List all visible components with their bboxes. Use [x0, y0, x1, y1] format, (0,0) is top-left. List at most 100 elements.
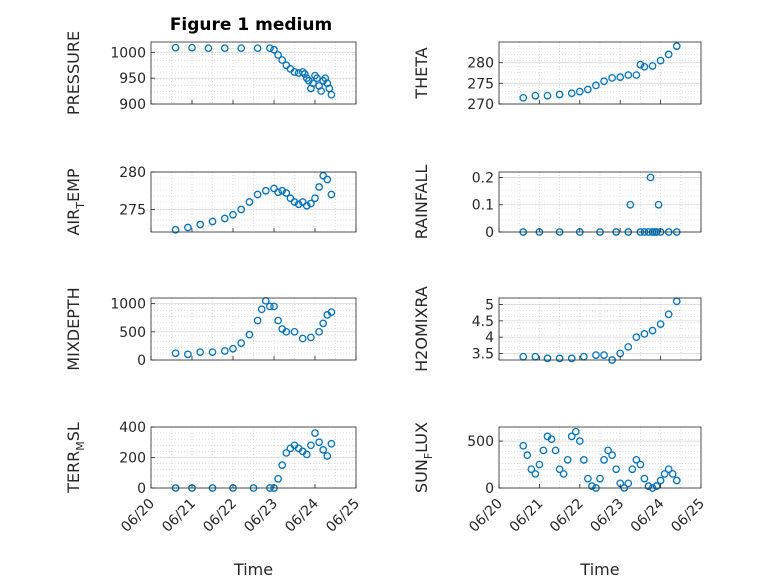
data-point: [253, 316, 262, 325]
data-point: [563, 455, 572, 464]
data-point: [600, 455, 608, 464]
data-point: [266, 44, 274, 53]
data-point: [327, 90, 336, 99]
data-point: [270, 184, 278, 193]
data-point: [196, 220, 205, 229]
axes-box: [498, 297, 702, 361]
data-point: [261, 186, 270, 195]
x-tick-label: 06/25: [668, 496, 708, 536]
data-point: [237, 339, 246, 347]
data-point: [323, 175, 332, 184]
data-point: [327, 308, 336, 316]
y-tick-label: 0: [137, 353, 146, 369]
figure-title: Figure 1 medium: [170, 15, 332, 35]
data-point: [624, 479, 633, 488]
data-point: [555, 90, 564, 99]
data-point: [307, 333, 315, 342]
data-point: [278, 56, 287, 64]
data-point: [624, 343, 633, 351]
data-point: [311, 429, 319, 437]
data-point: [278, 461, 287, 469]
data-point: [323, 452, 332, 460]
data-point: [282, 327, 291, 336]
data-point: [656, 320, 665, 328]
data-point: [567, 354, 576, 363]
y-tick-label: 5: [485, 298, 494, 314]
y-tick-label: 1000: [110, 297, 146, 313]
data-point: [188, 43, 196, 52]
y-tick-label: 280: [119, 165, 146, 181]
subplot-theta: 270 275 280 THETA: [412, 41, 702, 113]
data-point: [539, 446, 548, 455]
data-point: [257, 305, 266, 314]
data-point: [253, 190, 262, 199]
data-point: [624, 71, 633, 79]
data-point: [253, 44, 262, 53]
data-point: [245, 330, 254, 339]
y-axis-label: TERRMSL: [64, 422, 87, 494]
data-point: [644, 482, 653, 490]
y-tick-label: 280: [467, 56, 494, 72]
y-tick-label: 0: [485, 481, 494, 497]
data-point: [628, 465, 637, 474]
y-tick-label: 500: [467, 434, 494, 450]
y-axis-label: THETA: [412, 47, 431, 99]
x-axis-label: Time: [579, 560, 619, 579]
data-point: [282, 449, 291, 457]
data-point: [237, 44, 246, 53]
data-point: [274, 316, 282, 325]
data-point: [555, 465, 564, 474]
subplot-terrmsl: 0 200 400 06/20 06/21 06/22 06/23 06/24 06/25 TER…: [64, 420, 363, 579]
y-axis-label: H2OMIXRA: [412, 286, 431, 372]
data-point: [592, 81, 600, 90]
x-tick-label: 06/23: [241, 496, 281, 536]
data-point: [600, 351, 608, 359]
data-point: [668, 470, 677, 478]
x-tick-label: 06/25: [323, 496, 363, 536]
data-point: [575, 437, 584, 445]
data-point: [567, 432, 576, 441]
data-point: [307, 441, 315, 450]
x-tick-label: 06/24: [628, 496, 668, 536]
data-point: [535, 460, 544, 469]
data-point: [302, 201, 311, 210]
data-point: [313, 74, 321, 83]
minor-grid: [151, 172, 356, 232]
data-point: [327, 439, 336, 448]
data-point: [220, 347, 229, 355]
data-point: [640, 474, 649, 483]
data-point: [551, 446, 560, 455]
data-point: [646, 173, 655, 182]
y-tick-label: 0.2: [472, 170, 494, 186]
y-axis-label: MIXDEPTH: [64, 287, 83, 370]
x-tick-label: 06/20: [466, 496, 506, 536]
data-point: [660, 470, 669, 478]
y-tick-label: 0: [137, 481, 146, 497]
data-point: [298, 68, 307, 76]
data-point: [290, 327, 299, 336]
data-point: [327, 190, 336, 199]
data-point: [579, 455, 588, 464]
axes-box: [150, 41, 357, 105]
data-point: [290, 198, 299, 206]
data-point: [315, 438, 323, 447]
minor-grid: [499, 172, 701, 232]
data-point: [319, 171, 328, 180]
data-point: [315, 183, 323, 191]
y-tick-label: 4: [485, 330, 494, 346]
data-point: [519, 93, 528, 102]
data-point: [527, 465, 536, 474]
data-point: [282, 189, 291, 197]
subplot-pressure: 900 950 1000 PRESSURE: [64, 31, 357, 115]
data-point: [311, 194, 319, 203]
x-tick-label: 06/21: [159, 496, 199, 536]
data-point: [245, 198, 254, 206]
data-point: [290, 68, 299, 76]
y-tick-label: 200: [119, 451, 146, 467]
data-point: [543, 91, 552, 100]
axes-box: [150, 297, 357, 361]
data-point: [654, 200, 663, 209]
data-point: [592, 351, 600, 359]
data-point: [204, 44, 213, 53]
